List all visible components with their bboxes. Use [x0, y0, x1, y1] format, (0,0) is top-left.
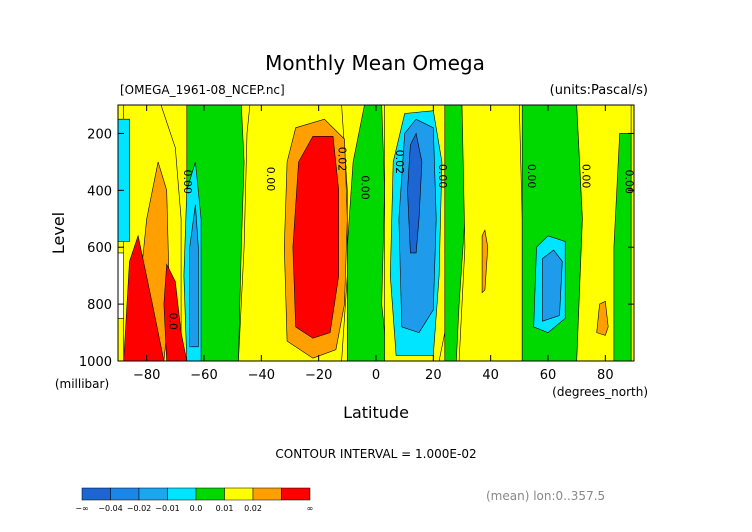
- contour-label: 0.00: [359, 175, 372, 200]
- colorbar-swatch: [110, 487, 140, 501]
- x-tick-label: 60: [540, 368, 557, 383]
- colorbar-tick-label: ∞: [307, 504, 314, 513]
- units-label: (units:Pascal/s): [550, 83, 648, 98]
- colorbar-swatch: [224, 487, 254, 501]
- y-tick-label: 600: [87, 241, 112, 256]
- contour-labels: 0.00 0.00 0.02 0.00 0.02 0.00 0.00 0.00 0.00 0.0: [167, 147, 636, 330]
- colorbar-swatch: [138, 487, 168, 501]
- contour-region-red-sh-70: [163, 263, 188, 361]
- contour-region-white-sh-88: [118, 252, 124, 319]
- colorbar-swatch: [281, 487, 311, 501]
- colorbar-swatch: [195, 487, 225, 501]
- chart-title: Monthly Mean Omega: [265, 51, 485, 75]
- colorbar-swatch: [167, 487, 197, 501]
- contour-region-orange-nh-38: [481, 229, 489, 294]
- colorbar-tick-label: 0.02: [244, 504, 262, 513]
- contour-label: 0.0: [167, 312, 180, 330]
- colorbar-tick-label: −0.01: [155, 504, 180, 513]
- x-tick-label: 40: [482, 368, 499, 383]
- contour-interval-label: CONTOUR INTERVAL = 1.000E-02: [275, 447, 476, 461]
- x-axis-unit: (degrees_north): [552, 385, 648, 399]
- y-tick-label: 400: [87, 184, 112, 199]
- contour-label: 0.02: [336, 147, 349, 172]
- contour-region-orange-nh-80: [596, 300, 609, 336]
- x-tick-label: −60: [190, 368, 217, 383]
- colorbar-tick-label: −0.02: [127, 504, 152, 513]
- y-tick-label: 1000: [79, 355, 112, 370]
- contour-region-red-sh-80: [123, 234, 165, 361]
- contour-label: 0.00: [436, 164, 449, 189]
- contour-label: 0.00: [181, 170, 194, 195]
- colorbar: −∞ −0.04 −0.02 −0.01 0.0 0.01 0.02 ∞: [75, 487, 314, 513]
- axes: −80 −60 −40 −20 0 20 40 60 80 200 400 600 800 1000: [79, 104, 635, 383]
- contour-label: 0.00: [525, 164, 538, 189]
- contour-label: 0.02: [393, 150, 406, 175]
- x-tick-label: 20: [425, 368, 442, 383]
- colorbar-swatch: [252, 487, 282, 501]
- contour-region-yellow-nh-40: [458, 105, 523, 361]
- x-tick-label: 0: [372, 368, 380, 383]
- x-tick-label: 80: [597, 368, 614, 383]
- contour-region-darkblue-nh-10: [407, 132, 423, 254]
- colorbar-tick-label: 0.0: [190, 504, 203, 513]
- file-label: [OMEGA_1961-08_NCEP.nc]: [120, 83, 285, 97]
- x-tick-label: −20: [305, 368, 332, 383]
- colorbar-tick-label: −∞: [75, 504, 88, 513]
- contour-label: 0.00: [264, 167, 277, 192]
- contour-label: 0.00: [622, 170, 635, 195]
- contour-region-blue-sh-65: [189, 204, 199, 348]
- contour-region-green-nh-85: [613, 133, 632, 361]
- colorbar-tick-label: 0.01: [216, 504, 234, 513]
- x-tick-label: −40: [248, 368, 275, 383]
- y-axis-unit: (millibar): [55, 377, 109, 391]
- colorbar-swatch: [81, 487, 111, 501]
- y-tick-label: 200: [87, 127, 112, 142]
- contour-region-red-sh-20: [292, 136, 340, 339]
- x-tick-label: −80: [133, 368, 160, 383]
- contour-region-blue-nh-60: [541, 249, 563, 322]
- colorbar-tick-label: −0.04: [98, 504, 123, 513]
- subtitle-right: (mean) lon:0..357.5: [486, 489, 605, 503]
- y-axis-title: Level: [49, 212, 68, 254]
- contour-fills: [118, 105, 632, 361]
- contour-region-cyan-sh-88: [118, 118, 130, 242]
- y-tick-label: 800: [87, 298, 112, 313]
- contour-label: 0.00: [579, 164, 592, 189]
- x-axis-title: Latitude: [343, 403, 409, 422]
